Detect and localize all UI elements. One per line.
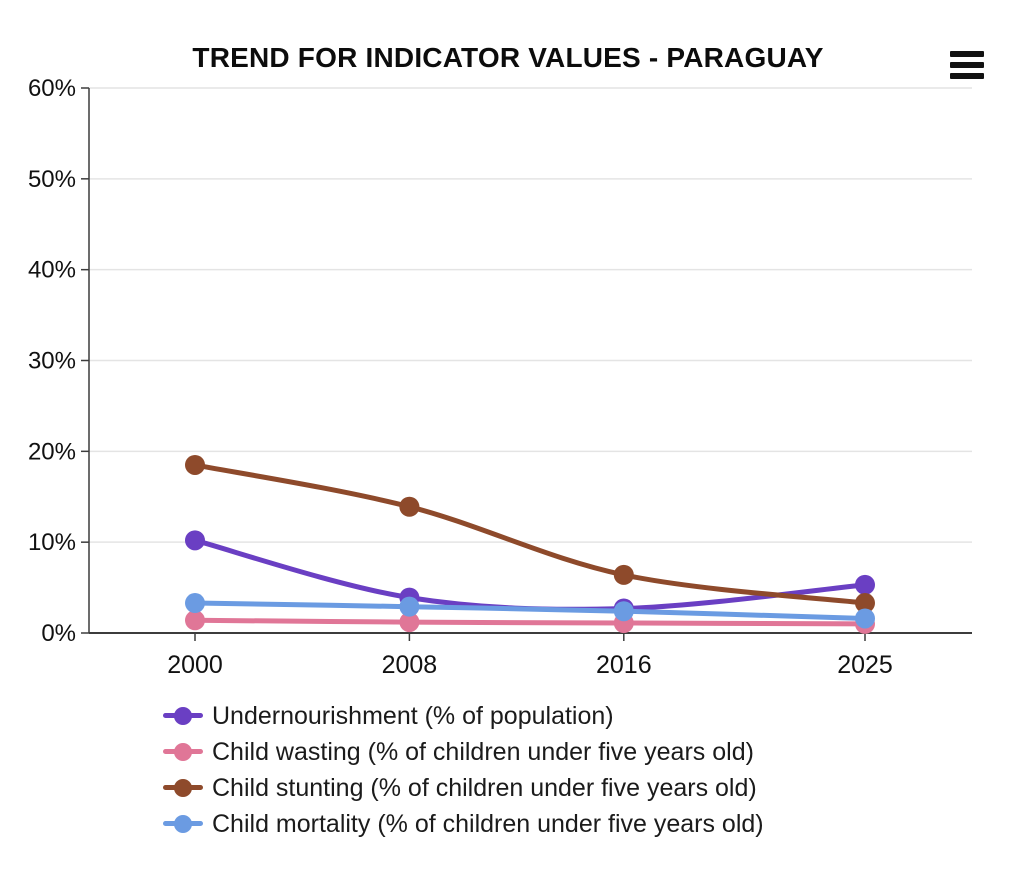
x-tick-label: 2016 bbox=[596, 651, 652, 679]
legend-marker-icon bbox=[163, 814, 203, 834]
legend-marker-icon bbox=[163, 706, 203, 726]
y-tick-label: 60% bbox=[28, 75, 76, 102]
y-tick-label: 0% bbox=[41, 620, 76, 647]
y-tick-label: 40% bbox=[28, 257, 76, 284]
data-point-child-2008[interactable] bbox=[399, 612, 420, 633]
legend-item-child[interactable]: Child mortality (% of children under fiv… bbox=[163, 806, 764, 842]
legend-item-child[interactable]: Child wasting (% of children under five … bbox=[163, 734, 764, 770]
hamburger-menu-icon bbox=[950, 51, 984, 57]
y-tick-label: 20% bbox=[28, 438, 76, 465]
legend-label: Child wasting (% of children under five … bbox=[212, 737, 754, 766]
data-point-child-2008[interactable] bbox=[399, 496, 420, 517]
hamburger-menu-button[interactable] bbox=[950, 51, 984, 79]
data-point-child-2000[interactable] bbox=[185, 454, 205, 475]
data-point-undernourishment-2000[interactable] bbox=[185, 530, 205, 551]
chart-legend: Undernourishment (% of population) Child … bbox=[163, 698, 764, 842]
series-line-undernourishment bbox=[192, 537, 868, 612]
x-tick-label: 2025 bbox=[837, 651, 893, 679]
x-tick-label: 2000 bbox=[167, 651, 223, 679]
data-point-child-2025[interactable] bbox=[855, 608, 875, 629]
series-line-child bbox=[192, 617, 868, 627]
data-point-child-2016[interactable] bbox=[613, 601, 634, 622]
legend-marker-icon bbox=[163, 778, 203, 798]
data-point-child-2025[interactable] bbox=[855, 593, 875, 614]
chart-title: TREND FOR INDICATOR VALUES - PARAGUAY bbox=[192, 42, 824, 73]
legend-label: Child mortality (% of children under fiv… bbox=[212, 809, 764, 838]
data-point-undernourishment-2025[interactable] bbox=[855, 574, 875, 595]
y-tick-label: 50% bbox=[28, 166, 76, 193]
series-line-child bbox=[192, 462, 868, 606]
y-tick-label: 10% bbox=[28, 529, 76, 556]
x-tick-label: 2008 bbox=[382, 651, 438, 679]
legend-item-undernourishment[interactable]: Undernourishment (% of population) bbox=[163, 698, 764, 734]
trend-chart: 0% 10% 20% 30% 40% 50% 60% 2000 2008 2016 2025 bbox=[28, 75, 972, 679]
data-point-child-2016[interactable] bbox=[613, 564, 634, 585]
legend-item-child[interactable]: Child stunting (% of children under five… bbox=[163, 770, 764, 806]
data-point-child-2000[interactable] bbox=[185, 593, 205, 614]
y-tick-label: 30% bbox=[28, 348, 76, 375]
data-point-child-2000[interactable] bbox=[185, 610, 205, 631]
data-point-child-2008[interactable] bbox=[399, 596, 420, 617]
legend-label: Undernourishment (% of population) bbox=[212, 701, 614, 730]
legend-label: Child stunting (% of children under five… bbox=[212, 773, 757, 802]
series-line-child bbox=[192, 600, 868, 621]
legend-marker-icon bbox=[163, 742, 203, 762]
